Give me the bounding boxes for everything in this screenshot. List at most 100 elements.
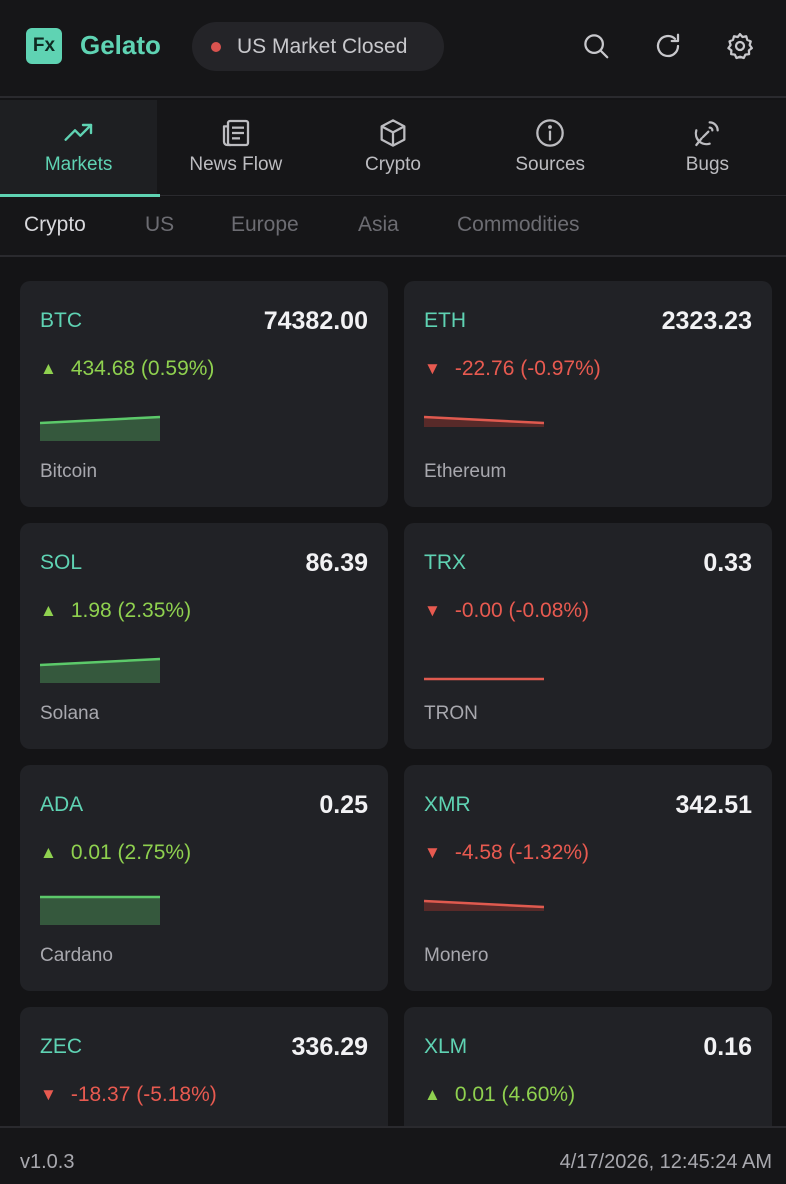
- ticker-change-value: 0.01 (2.75%): [70, 841, 192, 864]
- ticker-change-value: -0.00 (-0.08%): [454, 599, 590, 622]
- triangle-up-icon: ▲: [40, 601, 57, 620]
- tab-label: Sources: [515, 154, 586, 175]
- ticker-name: Solana: [40, 703, 100, 724]
- refresh-icon[interactable]: [650, 28, 686, 64]
- ticker-price: 0.33: [703, 549, 752, 577]
- ticker-card-sol[interactable]: SOL 86.39 ▲ 1.98 (2.35%) Solana: [20, 523, 388, 749]
- ticker-card-eth[interactable]: ETH 2323.23 ▼ -22.76 (-0.97%) Ethereum: [404, 281, 772, 507]
- app-title: Gelato: [80, 30, 161, 60]
- subtab-commodities[interactable]: Commodities: [457, 213, 580, 236]
- ticker-change: ▼ -18.37 (-5.18%): [40, 1083, 217, 1107]
- info-icon: [533, 116, 567, 150]
- status-dot-icon: [211, 41, 221, 52]
- tab-bugs[interactable]: Bugs: [629, 100, 786, 196]
- ticker-symbol: ADA: [40, 793, 84, 816]
- ticker-change: ▲ 0.01 (2.75%): [40, 841, 191, 865]
- sparkline-area: [40, 417, 160, 441]
- sparkline-chart: [424, 677, 544, 681]
- ticker-change-value: -4.58 (-1.32%): [454, 841, 590, 864]
- last-updated-timestamp: 4/17/2026, 12:45:24 AM: [559, 1151, 772, 1173]
- ticker-price: 336.29: [291, 1033, 368, 1061]
- ticker-symbol: ZEC: [40, 1035, 82, 1058]
- ticker-price: 342.51: [675, 791, 752, 819]
- tab-news-flow[interactable]: News Flow: [157, 100, 314, 196]
- sparkline-area: [40, 659, 160, 683]
- ticker-change-value: 0.01 (4.60%): [454, 1083, 576, 1106]
- app-header: Fx Gelato US Market Closed: [0, 0, 786, 98]
- ticker-card-btc[interactable]: BTC 74382.00 ▲ 434.68 (0.59%) Bitcoin: [20, 281, 388, 507]
- version-label: v1.0.3: [20, 1151, 75, 1173]
- ticker-card-xlm[interactable]: XLM 0.16 ▲ 0.01 (4.60%): [404, 1007, 772, 1126]
- ticker-change-value: -22.76 (-0.97%): [454, 357, 601, 380]
- ticker-price: 0.16: [703, 1033, 752, 1061]
- main-tabs: Markets News Flow Crypto Sources Bugs: [0, 100, 786, 197]
- subtab-us[interactable]: US: [145, 213, 175, 236]
- ticker-symbol: BTC: [40, 309, 82, 332]
- ticker-card-trx[interactable]: TRX 0.33 ▼ -0.00 (-0.08%) TRON: [404, 523, 772, 749]
- ticker-price: 0.25: [319, 791, 368, 819]
- ticker-change-value: 434.68 (0.59%): [70, 357, 215, 380]
- tab-sources[interactable]: Sources: [472, 100, 629, 196]
- tab-markets[interactable]: Markets: [0, 100, 161, 197]
- ticker-symbol: ETH: [424, 309, 466, 332]
- triangle-down-icon: ▼: [424, 843, 441, 862]
- ticker-price: 74382.00: [263, 307, 368, 335]
- market-status-badge: US Market Closed: [192, 22, 444, 71]
- ticker-price: 2323.23: [661, 307, 752, 335]
- ticker-symbol: TRX: [424, 551, 466, 574]
- sparkline-line: [424, 899, 544, 909]
- sparkline-chart: [424, 899, 544, 911]
- subtab-europe[interactable]: Europe: [231, 213, 299, 236]
- ticker-card-ada[interactable]: ADA 0.25 ▲ 0.01 (2.75%) Cardano: [20, 765, 388, 991]
- ticker-change: ▲ 1.98 (2.35%): [40, 599, 191, 623]
- app-footer: v1.0.3 4/17/2026, 12:45:24 AM: [0, 1126, 786, 1184]
- ticker-card-zec[interactable]: ZEC 336.29 ▼ -18.37 (-5.18%): [20, 1007, 388, 1126]
- sparkline-chart: [40, 895, 160, 925]
- ticker-change: ▲ 0.01 (4.60%): [424, 1083, 575, 1107]
- sparkline-area: [40, 897, 160, 925]
- ticker-name: Bitcoin: [40, 461, 98, 482]
- triangle-up-icon: ▲: [40, 843, 57, 862]
- sparkline-chart: [424, 415, 544, 427]
- ticker-symbol: XMR: [424, 793, 471, 816]
- sparkline-chart: [40, 415, 160, 441]
- ticker-name: Monero: [424, 945, 489, 966]
- triangle-down-icon: ▼: [40, 1085, 57, 1104]
- ticker-name: Cardano: [40, 945, 113, 966]
- app-logo: Fx: [26, 28, 62, 64]
- triangle-up-icon: ▲: [424, 1085, 441, 1104]
- ticker-change: ▼ -4.58 (-1.32%): [424, 841, 589, 865]
- satellite-dish-icon: [690, 116, 724, 150]
- ticker-symbol: SOL: [40, 551, 83, 574]
- ticker-card-xmr[interactable]: XMR 342.51 ▼ -4.58 (-1.32%) Monero: [404, 765, 772, 991]
- ticker-change-value: -18.37 (-5.18%): [70, 1083, 217, 1106]
- tab-label: News Flow: [189, 154, 283, 175]
- sparkline-line: [40, 415, 160, 425]
- ticker-change: ▼ -22.76 (-0.97%): [424, 357, 601, 381]
- settings-icon[interactable]: [722, 28, 758, 64]
- subtab-crypto[interactable]: Crypto: [24, 213, 86, 236]
- triangle-down-icon: ▼: [424, 359, 441, 378]
- triangle-down-icon: ▼: [424, 601, 441, 620]
- region-subtabs: Crypto US Europe Asia Commodities: [0, 197, 786, 257]
- trending-up-icon: [62, 116, 96, 150]
- ticker-change-value: 1.98 (2.35%): [70, 599, 192, 622]
- ticker-name: TRON: [424, 703, 478, 724]
- subtab-asia[interactable]: Asia: [358, 213, 399, 236]
- ticker-change: ▲ 434.68 (0.59%): [40, 357, 214, 381]
- ticker-change: ▼ -0.00 (-0.08%): [424, 599, 589, 623]
- ticker-name: Ethereum: [424, 461, 507, 482]
- tab-label: Crypto: [365, 154, 421, 175]
- cube-icon: [376, 116, 410, 150]
- triangle-up-icon: ▲: [40, 359, 57, 378]
- search-icon[interactable]: [578, 28, 614, 64]
- ticker-grid: BTC 74382.00 ▲ 434.68 (0.59%) Bitcoin ETH 2323…: [0, 258, 786, 1126]
- ticker-price: 86.39: [305, 549, 368, 577]
- sparkline-chart: [40, 657, 160, 683]
- market-status-text: US Market Closed: [237, 34, 408, 58]
- tab-label: Markets: [44, 154, 113, 175]
- tab-label: Bugs: [685, 154, 730, 175]
- tab-crypto[interactable]: Crypto: [314, 100, 471, 196]
- newspaper-icon: [219, 116, 253, 150]
- sparkline-line: [424, 415, 544, 425]
